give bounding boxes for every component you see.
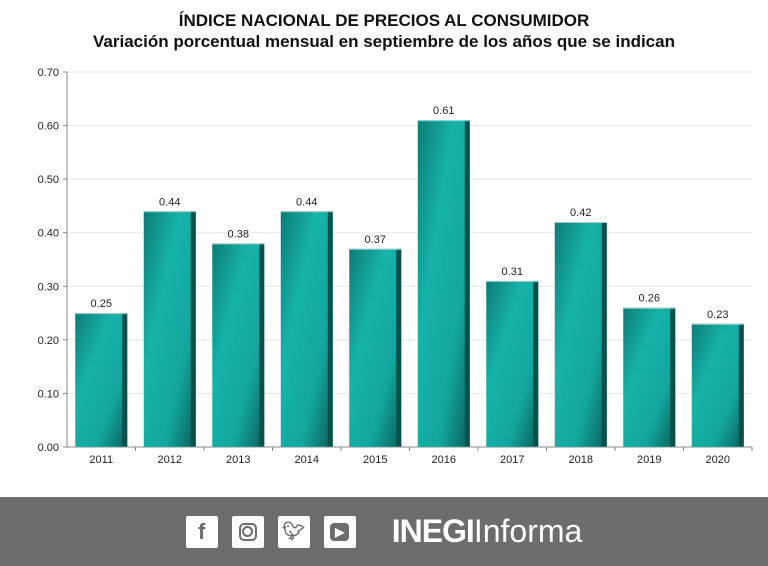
bar-side bbox=[533, 280, 539, 447]
chart-title-main: ÍNDICE NACIONAL DE PRECIOS AL CONSUMIDOR bbox=[178, 11, 590, 30]
x-tick-label: 2019 bbox=[637, 454, 661, 466]
x-tick-label: 2016 bbox=[432, 454, 456, 466]
bar-2018 bbox=[554, 222, 607, 447]
y-tick-label: 0.00 bbox=[38, 442, 59, 454]
bar-side bbox=[327, 211, 333, 447]
data-label: 0.44 bbox=[159, 196, 180, 208]
data-label: 0.42 bbox=[570, 207, 591, 219]
y-tick-label: 0.70 bbox=[38, 67, 59, 79]
x-tick-label: 2017 bbox=[500, 454, 524, 466]
x-tick-label: 2012 bbox=[158, 454, 182, 466]
data-label: 0.25 bbox=[91, 298, 112, 310]
x-tick-label: 2018 bbox=[569, 454, 593, 466]
y-tick-label: 0.40 bbox=[38, 228, 59, 240]
data-label: 0.38 bbox=[228, 228, 249, 240]
bar-2015 bbox=[349, 248, 402, 447]
inegi-informa-logo: INEGIInforma bbox=[391, 513, 583, 549]
bar-side bbox=[464, 120, 470, 447]
y-tick-label: 0.20 bbox=[38, 335, 59, 347]
bar-side bbox=[259, 243, 265, 447]
facebook-icon[interactable]: f bbox=[185, 515, 218, 548]
bar-2019 bbox=[623, 307, 676, 447]
data-label: 0.37 bbox=[365, 234, 386, 246]
data-label: 0.44 bbox=[296, 196, 317, 208]
bar-chart: 0.25 0.44 0.38 0.44 0.37 0.61 0.31 0.42 0.26 0.23… bbox=[38, 67, 753, 466]
chart-subtitle: Variación porcentual mensual en septiemb… bbox=[93, 32, 675, 51]
footer-bar: f 🐦︎ ▶ INEGIInforma bbox=[0, 497, 768, 566]
y-tick-label: 0.10 bbox=[38, 388, 59, 400]
bar-2011 bbox=[75, 313, 128, 447]
x-tick-label: 2013 bbox=[226, 454, 250, 466]
bar-side bbox=[670, 307, 676, 447]
x-tick-label: 2011 bbox=[89, 454, 113, 466]
data-label: 0.23 bbox=[707, 309, 728, 321]
x-tick-label: 2014 bbox=[295, 454, 319, 466]
bar-2020 bbox=[691, 323, 744, 447]
bar-side bbox=[190, 211, 196, 447]
chart-title: ÍNDICE NACIONAL DE PRECIOS AL CONSUMIDOR… bbox=[0, 10, 768, 52]
bar-2012 bbox=[143, 211, 196, 447]
x-tick-label: 2015 bbox=[363, 454, 387, 466]
data-label: 0.31 bbox=[502, 266, 523, 278]
bar-2014 bbox=[280, 211, 333, 447]
bar-side bbox=[738, 323, 744, 447]
data-label: 0.26 bbox=[639, 293, 660, 305]
bar-2013 bbox=[212, 243, 265, 447]
y-tick-label: 0.60 bbox=[38, 121, 59, 133]
bar-side bbox=[122, 313, 128, 447]
bar-2017 bbox=[486, 280, 539, 447]
x-tick-label: 2020 bbox=[706, 454, 730, 466]
y-tick-label: 0.50 bbox=[38, 174, 59, 186]
instagram-icon[interactable] bbox=[231, 515, 264, 548]
data-label: 0.61 bbox=[433, 105, 454, 117]
youtube-icon[interactable]: ▶ bbox=[323, 515, 356, 548]
bar-side bbox=[396, 248, 402, 447]
y-tick-label: 0.30 bbox=[38, 281, 59, 293]
bar-2016 bbox=[417, 120, 470, 447]
bar-side bbox=[601, 222, 607, 447]
twitter-icon[interactable]: 🐦︎ bbox=[277, 515, 310, 548]
